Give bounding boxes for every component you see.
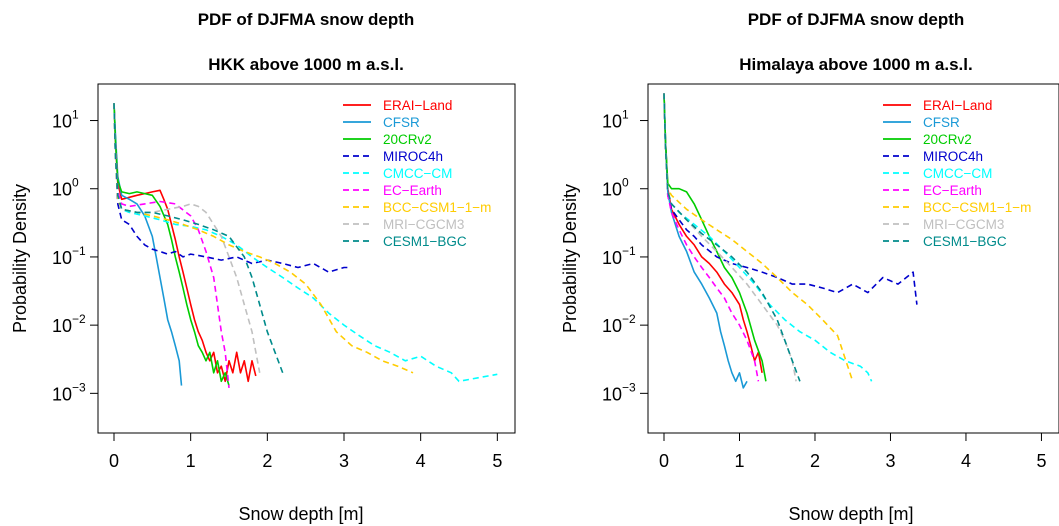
x-tick-label: 4 (961, 451, 971, 471)
series-line-8 (113, 103, 284, 374)
legend-label: CESM1−BGC (383, 234, 467, 249)
series-line-4 (113, 103, 498, 383)
x-axis-label: Snow depth [m] (788, 504, 913, 524)
series-line-3 (663, 93, 918, 305)
x-tick-label: 1 (186, 451, 196, 471)
y-tick-label: 101 (602, 108, 629, 132)
chart-title: PDF of DJFMA snow depth (198, 10, 415, 29)
series-line-6 (663, 93, 854, 382)
legend: ERAI−Land CFSR 20CRv2 MIROC4h CMCC−CM EC−Eart… (343, 98, 491, 249)
plot-frame (97, 83, 516, 434)
y-tick-label: 100 (602, 176, 629, 200)
series-group (663, 93, 918, 389)
chart-panel-0: PDF of DJFMA snow depth HKK above 1000 m … (10, 10, 516, 524)
legend: ERAI−Land CFSR 20CRv2 MIROC4h CMCC−CM EC−Eart… (883, 98, 1031, 249)
series-group (113, 103, 498, 388)
series-line-5 (113, 103, 230, 388)
series-line-7 (113, 103, 261, 373)
chart-subtitle: HKK above 1000 m a.s.l. (208, 55, 404, 74)
x-tick-label: 2 (262, 451, 272, 471)
x-tick-label: 2 (810, 451, 820, 471)
legend-label: CFSR (383, 115, 420, 130)
series-line-5 (663, 93, 760, 382)
legend-label: ERAI−Land (923, 98, 992, 113)
legend-label: BCC−CSM1−1−m (923, 200, 1031, 215)
legend-label: EC−Earth (383, 183, 442, 198)
y-tick-label: 10−1 (52, 244, 86, 268)
x-tick-label: 0 (659, 451, 669, 471)
series-line-3 (113, 103, 348, 273)
x-tick-label: 5 (492, 451, 502, 471)
y-axis-label: Probability Density (560, 184, 580, 333)
x-tick-label: 5 (1036, 451, 1046, 471)
legend-label: MIROC4h (383, 149, 443, 164)
x-tick-label: 0 (109, 451, 119, 471)
series-line-0 (113, 103, 257, 383)
y-tick-label: 101 (52, 108, 79, 132)
x-tick-label: 3 (885, 451, 895, 471)
legend-label: MIROC4h (923, 149, 983, 164)
legend-label: 20CRv2 (383, 132, 432, 147)
y-tick-label: 100 (52, 176, 79, 200)
legend-label: CESM1−BGC (923, 234, 1007, 249)
y-tick-label: 10−1 (602, 244, 636, 268)
legend-label: MRI−CGCM3 (923, 217, 1004, 232)
series-line-1 (113, 103, 183, 386)
x-tick-label: 4 (416, 451, 426, 471)
chart-title: PDF of DJFMA snow depth (748, 10, 965, 29)
y-tick-label: 10−2 (602, 312, 636, 336)
chart-subtitle: Himalaya above 1000 m a.s.l. (739, 55, 972, 74)
legend-label: ERAI−Land (383, 98, 452, 113)
series-line-7 (663, 93, 797, 382)
legend-label: CMCC−CM (383, 166, 452, 181)
series-line-2 (113, 103, 230, 386)
chart-panel-1: PDF of DJFMA snow depth Himalaya above 10… (560, 10, 1059, 524)
y-tick-label: 10−3 (52, 380, 86, 404)
y-axis-label: Probability Density (10, 184, 30, 333)
y-tick-label: 10−3 (602, 380, 636, 404)
series-line-6 (113, 103, 414, 374)
legend-label: CMCC−CM (923, 166, 992, 181)
x-axis-label: Snow depth [m] (238, 504, 363, 524)
y-tick-label: 10−2 (52, 312, 86, 336)
x-tick-label: 3 (339, 451, 349, 471)
series-line-8 (663, 93, 801, 382)
legend-label: EC−Earth (923, 183, 982, 198)
plot-frame (647, 83, 1059, 434)
x-tick-label: 1 (734, 451, 744, 471)
legend-label: BCC−CSM1−1−m (383, 200, 491, 215)
legend-label: 20CRv2 (923, 132, 972, 147)
legend-label: MRI−CGCM3 (383, 217, 464, 232)
legend-label: CFSR (923, 115, 960, 130)
